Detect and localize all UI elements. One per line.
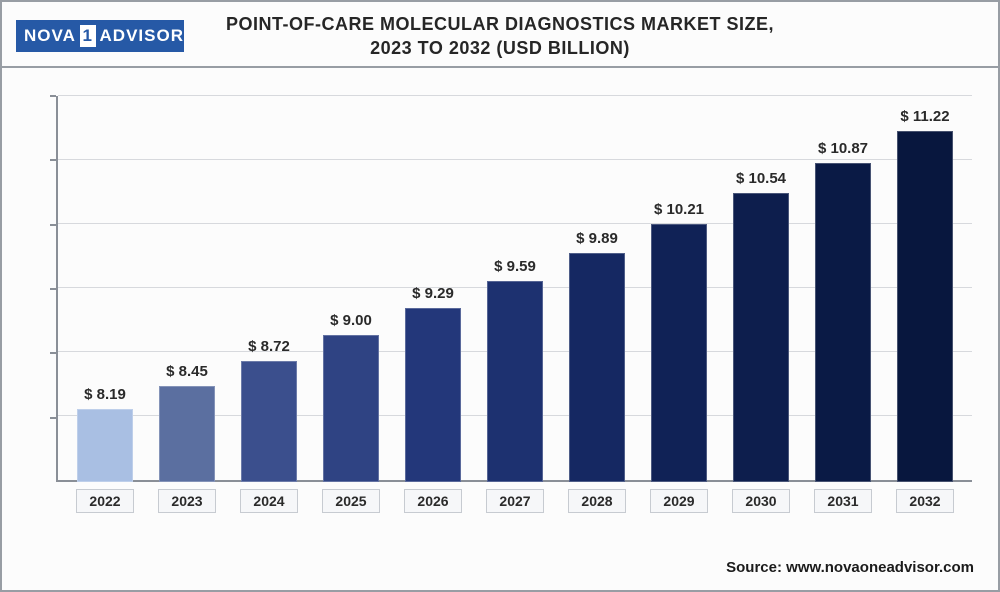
bar xyxy=(651,224,707,482)
bar-slot: $ 9.89 xyxy=(556,96,638,482)
bar-value-label: $ 10.21 xyxy=(654,201,704,218)
x-axis-label-text: 2032 xyxy=(896,489,953,513)
bar-slot: $ 8.72 xyxy=(228,96,310,482)
x-axis-label-text: 2026 xyxy=(404,489,461,513)
plot-region: $ 8.19 $ 8.45 $ 8.72 $ 9.00 $ 9.29 $ 9.59 $ 9.… xyxy=(56,96,972,482)
bar xyxy=(815,163,871,482)
bar-slot: $ 8.19 xyxy=(64,96,146,482)
x-axis-label: 2027 xyxy=(474,486,556,516)
chart-area: $ 8.19 $ 8.45 $ 8.72 $ 9.00 $ 9.29 $ 9.59 $ 9.… xyxy=(56,96,972,516)
bar-value-label: $ 9.59 xyxy=(494,258,536,275)
bar-slot: $ 9.59 xyxy=(474,96,556,482)
x-axis-label: 2030 xyxy=(720,486,802,516)
bar xyxy=(77,409,133,482)
x-axis-label: 2022 xyxy=(64,486,146,516)
logo-text-left: NOVA xyxy=(16,26,76,46)
x-axis-label-text: 2029 xyxy=(650,489,707,513)
bar xyxy=(405,308,461,482)
bar-value-label: $ 9.00 xyxy=(330,312,372,329)
x-axis-label: 2032 xyxy=(884,486,966,516)
bar-value-label: $ 9.89 xyxy=(576,230,618,247)
y-tick xyxy=(50,95,56,97)
bar-slot: $ 11.22 xyxy=(884,96,966,482)
y-tick xyxy=(50,352,56,354)
bar-value-label: $ 11.22 xyxy=(900,108,949,125)
x-axis-label-text: 2024 xyxy=(240,489,297,513)
x-axis-label-text: 2028 xyxy=(568,489,625,513)
source-label: Source: www.novaoneadvisor.com xyxy=(726,559,974,576)
bar-value-label: $ 10.54 xyxy=(736,170,786,187)
x-axis-label: 2023 xyxy=(146,486,228,516)
bar-slot: $ 10.54 xyxy=(720,96,802,482)
bar xyxy=(487,281,543,482)
bar-value-label: $ 8.19 xyxy=(84,386,126,403)
y-tick xyxy=(50,417,56,419)
logo-text-mid: 1 xyxy=(79,24,97,48)
x-axis-label-text: 2023 xyxy=(158,489,215,513)
bar-slot: $ 8.45 xyxy=(146,96,228,482)
bar xyxy=(897,131,953,482)
logo-text-right: ADVISOR xyxy=(100,26,184,46)
x-axis-label: 2031 xyxy=(802,486,884,516)
x-axis-label-text: 2031 xyxy=(814,489,871,513)
bar xyxy=(241,361,297,482)
bar xyxy=(323,335,379,482)
brand-logo: NOVA 1 ADVISOR xyxy=(16,20,184,52)
chart-frame: NOVA 1 ADVISOR Point-of-care Molecular D… xyxy=(0,0,1000,592)
header: NOVA 1 ADVISOR Point-of-care Molecular D… xyxy=(2,2,998,68)
bar-value-label: $ 8.72 xyxy=(248,338,290,355)
x-axis-label: 2029 xyxy=(638,486,720,516)
bar-value-label: $ 9.29 xyxy=(412,285,454,302)
x-axis-label: 2026 xyxy=(392,486,474,516)
bar xyxy=(159,386,215,483)
bar-slot: $ 9.29 xyxy=(392,96,474,482)
y-tick xyxy=(50,224,56,226)
x-axis-label-text: 2027 xyxy=(486,489,543,513)
x-axis-label-text: 2030 xyxy=(732,489,789,513)
x-axis-label-text: 2025 xyxy=(322,489,379,513)
bar-slot: $ 10.21 xyxy=(638,96,720,482)
bar xyxy=(733,193,789,482)
x-axis-label: 2025 xyxy=(310,486,392,516)
bar-value-label: $ 8.45 xyxy=(166,363,208,380)
x-labels: 2022 2023 2024 2025 2026 2027 2028 2029 2030 2031… xyxy=(58,486,972,516)
bar-slot: $ 9.00 xyxy=(310,96,392,482)
bars-container: $ 8.19 $ 8.45 $ 8.72 $ 9.00 $ 9.29 $ 9.59 $ 9.… xyxy=(58,96,972,482)
x-axis-label: 2024 xyxy=(228,486,310,516)
x-axis-label: 2028 xyxy=(556,486,638,516)
y-tick xyxy=(50,288,56,290)
bar xyxy=(569,253,625,482)
y-tick xyxy=(50,159,56,161)
bar-slot: $ 10.87 xyxy=(802,96,884,482)
x-axis-label-text: 2022 xyxy=(76,489,133,513)
bar-value-label: $ 10.87 xyxy=(818,140,868,157)
